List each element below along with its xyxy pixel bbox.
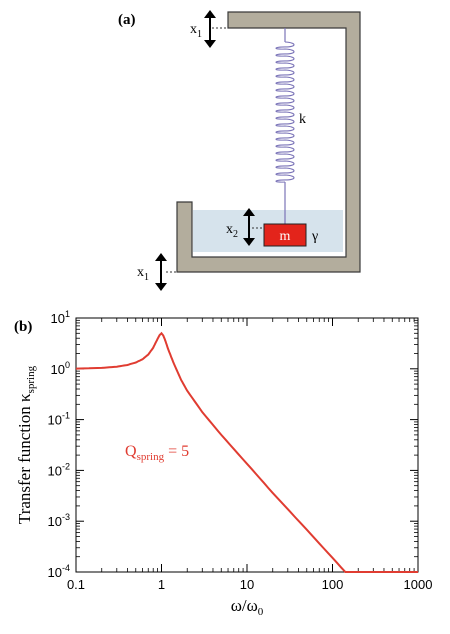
frame — [176, 11, 361, 273]
x1-bottom-label: x1 — [137, 265, 149, 283]
minor-ticks — [76, 318, 418, 572]
y-tick-label: 10-2 — [48, 461, 70, 478]
x-tick-label: 1 — [158, 577, 165, 592]
y-axis-title: Transfer function κspring — [15, 365, 37, 524]
x2-arrow — [243, 208, 255, 246]
y-tick-label: 101 — [51, 309, 70, 326]
q-spring-annotation: Qspring = 5 — [125, 443, 189, 463]
panel-a-label: (a) — [118, 12, 136, 28]
panel-a: (a) k m γ x1 x2 — [118, 10, 361, 291]
x1-top-label: x1 — [190, 22, 202, 40]
series-line-qspring-5 — [75, 331, 418, 573]
x-tick-label: 0.1 — [67, 577, 85, 592]
y-tick-label: 10-4 — [48, 563, 70, 580]
x-tick-label: 1000 — [404, 577, 433, 592]
x-axis: 0.1 1 10 100 1000 — [67, 318, 433, 592]
mass-block — [263, 223, 307, 247]
panel-b: (b) 0.1 1 10 100 1000 101 100 10-1 10-2 10-3 10-4… — [14, 309, 432, 618]
x2-label: x2 — [226, 222, 238, 240]
x1-bottom-arrow — [155, 253, 167, 291]
y-tick-label: 100 — [51, 360, 70, 377]
x-axis-title: ω/ω0 — [231, 596, 264, 618]
damping-label: γ — [311, 229, 318, 244]
x-tick-label: 10 — [240, 577, 254, 592]
y-axis: 101 100 10-1 10-2 10-3 10-4 — [48, 309, 418, 580]
x-tick-label: 100 — [322, 577, 344, 592]
mass-label: m — [280, 229, 291, 244]
spring — [275, 28, 295, 224]
y-tick-label: 10-3 — [48, 512, 70, 529]
x1-top-arrow — [204, 10, 216, 48]
y-tick-label: 10-1 — [48, 411, 70, 428]
spring-constant-label: k — [299, 112, 306, 127]
panel-b-label: (b) — [14, 319, 32, 335]
